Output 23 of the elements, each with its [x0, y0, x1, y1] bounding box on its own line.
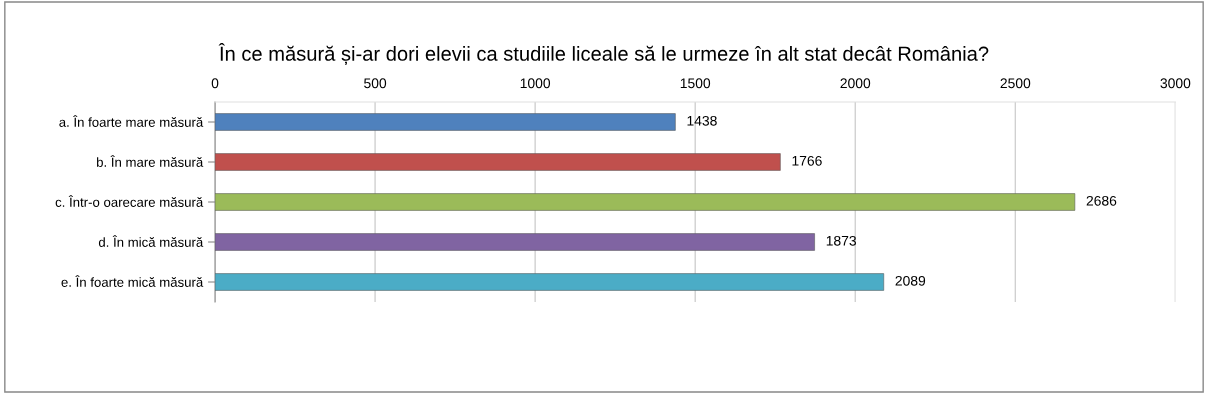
- y-tick-label: e. În foarte mică măsură: [61, 275, 204, 287]
- data-label: 1873: [826, 235, 857, 246]
- data-label: 1766: [792, 155, 822, 166]
- data-label: 2089: [895, 275, 926, 286]
- x-tick-label: 0: [211, 78, 219, 89]
- chart-title: În ce măsură și-ar dori elevii ca studiile liceale să le urmeze în alt stat decât România?: [218, 43, 989, 65]
- x-tick-label: 1500: [680, 78, 711, 89]
- y-tick-label: c. Într-o oarecare măsură: [55, 195, 204, 207]
- x-tick-label: 2000: [840, 78, 871, 89]
- x-tick-label: 2500: [1000, 78, 1031, 89]
- bar: [215, 113, 676, 131]
- x-tick-label: 500: [364, 78, 387, 89]
- x-tick-label: 1000: [520, 78, 551, 89]
- y-tick-label: b. În mare măsură: [97, 155, 204, 167]
- data-label: 2686: [1086, 195, 1117, 206]
- bar: [215, 233, 815, 251]
- bar: [215, 273, 885, 291]
- y-tick-label: a. În foarte mare măsură: [59, 115, 204, 127]
- y-tick-label: d. În mică măsură: [98, 235, 204, 247]
- data-label: 1438: [687, 115, 717, 126]
- bar: [215, 193, 1076, 211]
- x-tick-label: 3000: [1160, 78, 1191, 89]
- bar: [215, 153, 781, 171]
